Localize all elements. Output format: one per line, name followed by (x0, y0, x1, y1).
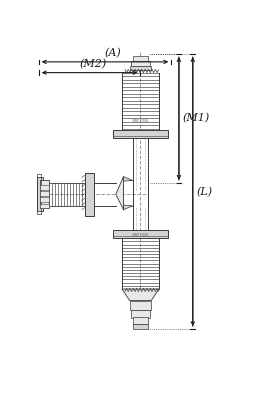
Polygon shape (124, 205, 133, 210)
Text: ЗУБР 51506: ЗУБР 51506 (132, 119, 149, 123)
Bar (37, 177, 43, 211)
Bar (133, 324, 148, 329)
Bar (131, 310, 150, 318)
Bar (130, 300, 151, 310)
Bar (39, 204, 49, 208)
Bar (113, 230, 168, 238)
Bar (39, 191, 49, 196)
Bar (39, 197, 49, 202)
Bar (85, 173, 94, 216)
Text: ЗУБР 51506: ЗУБР 51506 (132, 233, 149, 237)
Bar (37, 174, 41, 214)
Polygon shape (122, 289, 159, 300)
Text: (M1): (M1) (183, 113, 210, 124)
Bar (133, 318, 148, 324)
Text: (L): (L) (197, 186, 213, 197)
Bar (113, 130, 168, 138)
Bar (130, 66, 151, 70)
Polygon shape (124, 176, 133, 181)
Text: (M2): (M2) (80, 59, 107, 70)
Polygon shape (116, 176, 124, 210)
Bar (133, 56, 148, 61)
Text: (A): (A) (104, 48, 121, 58)
Bar (39, 185, 49, 190)
Bar (131, 61, 150, 66)
Bar (39, 180, 49, 208)
